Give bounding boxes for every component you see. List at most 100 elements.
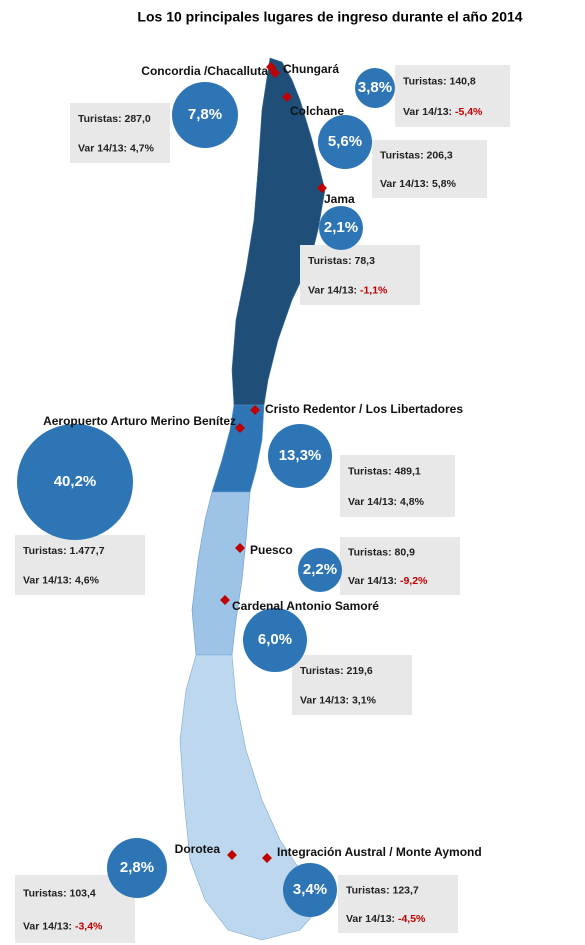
share-label: 2,2%: [303, 561, 337, 578]
var-value: 3,1%: [352, 694, 377, 706]
marker: [250, 405, 260, 415]
tourists-line: Turistas: 489,1: [348, 466, 421, 478]
tourists-label: Turistas:: [308, 255, 352, 267]
share-bubble: [172, 82, 238, 148]
tourists-line: Turistas: 219,6: [300, 665, 373, 677]
info-box: [70, 103, 170, 163]
marker: [227, 850, 237, 860]
share-bubble: [319, 206, 363, 250]
var-value: 4,6%: [75, 574, 100, 586]
place-name: Cardenal Antonio Samoré: [232, 599, 379, 613]
var-label: Var 14/13:: [348, 575, 397, 587]
share-bubble: [355, 68, 395, 108]
var-label: Var 14/13:: [78, 142, 127, 154]
tourists-value: 287,0: [125, 113, 151, 125]
share-label: 6,0%: [258, 631, 292, 648]
entry-point: Turistas: 80,9 Var 14/13: -9,2% 2,2% Puesco: [235, 537, 460, 595]
tourists-value: 206,3: [427, 149, 453, 161]
share-label: 3,8%: [358, 79, 392, 96]
share-label: 2,1%: [324, 219, 358, 236]
var-label: Var 14/13:: [23, 574, 72, 586]
var-label: Var 14/13:: [348, 496, 397, 508]
place-name: Concordia /Chacalluta: [141, 64, 268, 78]
entry-point: Turistas: 123,7 Var 14/13: -4,5% 3,4% Integ…: [262, 845, 482, 933]
chile-map: [179, 57, 326, 941]
var-label: Var 14/13:: [23, 920, 72, 932]
tourists-value: 103,4: [70, 887, 96, 899]
place-name: Puesco: [250, 543, 293, 557]
var-label: Var 14/13:: [308, 284, 357, 296]
share-bubble: [268, 424, 332, 488]
marker: [317, 183, 327, 193]
tourists-label: Turistas:: [300, 665, 344, 677]
entry-point: Turistas: 287,0 Var 14/13: 4,7% 7,8% Concor…: [70, 64, 280, 163]
var-value: -3,4%: [75, 920, 103, 932]
entry-point: Turistas: 219,6 Var 14/13: 3,1% 6,0% Carden…: [220, 595, 412, 715]
share-bubble: [283, 863, 337, 917]
region-south: [191, 491, 251, 656]
tourists-label: Turistas:: [380, 149, 424, 161]
var-line: Var 14/13: 5,8%: [380, 178, 457, 190]
marker: [262, 853, 272, 863]
tourists-line: Turistas: 287,0: [78, 113, 151, 125]
tourists-label: Turistas:: [23, 545, 67, 557]
region-austral: [179, 654, 323, 941]
tourists-value: 78,3: [355, 255, 376, 267]
share-label: 40,2%: [54, 473, 97, 490]
entry-point: Turistas: 1.477,7 Var 14/13: 4,6% 40,2% Aer…: [15, 414, 245, 595]
share-bubble: [318, 115, 372, 169]
place-name: Integración Austral / Monte Aymond: [277, 845, 482, 859]
title: Los 10 principales lugares de ingreso du…: [137, 9, 522, 25]
var-line: Var 14/13: 3,1%: [300, 694, 377, 706]
place-name: Aeropuerto Arturo Merino Benítez: [43, 414, 236, 428]
tourists-label: Turistas:: [78, 113, 122, 125]
place-name: Jama: [324, 192, 355, 206]
share-bubble: [17, 424, 133, 540]
marker: [220, 595, 230, 605]
var-line: Var 14/13: 4,7%: [78, 142, 155, 154]
share-label: 2,8%: [120, 859, 154, 876]
share-bubble: [243, 608, 307, 672]
entry-point: Turistas: 78,3 Var 14/13: -1,1% 2,1% Jama: [300, 183, 420, 305]
share-label: 3,4%: [293, 881, 327, 898]
info-box: [300, 245, 420, 305]
var-line: Var 14/13: -5,4%: [403, 106, 483, 118]
var-label: Var 14/13:: [403, 106, 452, 118]
place-name: Colchane: [290, 104, 344, 118]
var-line: Var 14/13: -4,5%: [346, 913, 426, 925]
share-bubble: [298, 548, 342, 592]
info-box: [338, 875, 458, 933]
share-label: 5,6%: [328, 133, 362, 150]
tourists-line: Turistas: 1.477,7: [23, 545, 105, 557]
var-value: -5,4%: [455, 106, 483, 118]
entry-point: Turistas: 206,3 Var 14/13: 5,8% 5,6% Colcha…: [282, 92, 487, 198]
var-line: Var 14/13: -3,4%: [23, 920, 103, 932]
place-name: Chungará: [283, 62, 339, 76]
tourists-value: 140,8: [450, 76, 476, 88]
var-label: Var 14/13:: [300, 694, 349, 706]
info-box: [395, 65, 510, 127]
tourists-value: 489,1: [395, 466, 421, 478]
info-box: [340, 455, 455, 517]
info-box: [372, 140, 487, 198]
var-line: Var 14/13: -1,1%: [308, 284, 388, 296]
info-box: [292, 655, 412, 715]
tourists-line: Turistas: 103,4: [23, 887, 96, 899]
var-value: 4,8%: [400, 496, 425, 508]
var-value: -1,1%: [360, 284, 388, 296]
place-name: Cristo Redentor / Los Libertadores: [265, 402, 463, 416]
tourists-line: Turistas: 78,3: [308, 255, 375, 267]
share-label: 13,3%: [279, 447, 322, 464]
var-label: Var 14/13:: [380, 178, 429, 190]
entry-point: Turistas: 489,1 Var 14/13: 4,8% 13,3% Crist…: [250, 402, 463, 517]
entry-point: Turistas: 103,4 Var 14/13: -3,4% 2,8% Dorot…: [15, 838, 237, 943]
var-value: -4,5%: [398, 913, 426, 925]
tourists-line: Turistas: 140,8: [403, 76, 476, 88]
share-bubble: [107, 838, 167, 898]
var-value: 5,8%: [432, 178, 457, 190]
var-value: 4,7%: [130, 142, 155, 154]
tourists-value: 219,6: [347, 665, 373, 677]
region-north: [231, 57, 326, 406]
tourists-label: Turistas:: [348, 466, 392, 478]
